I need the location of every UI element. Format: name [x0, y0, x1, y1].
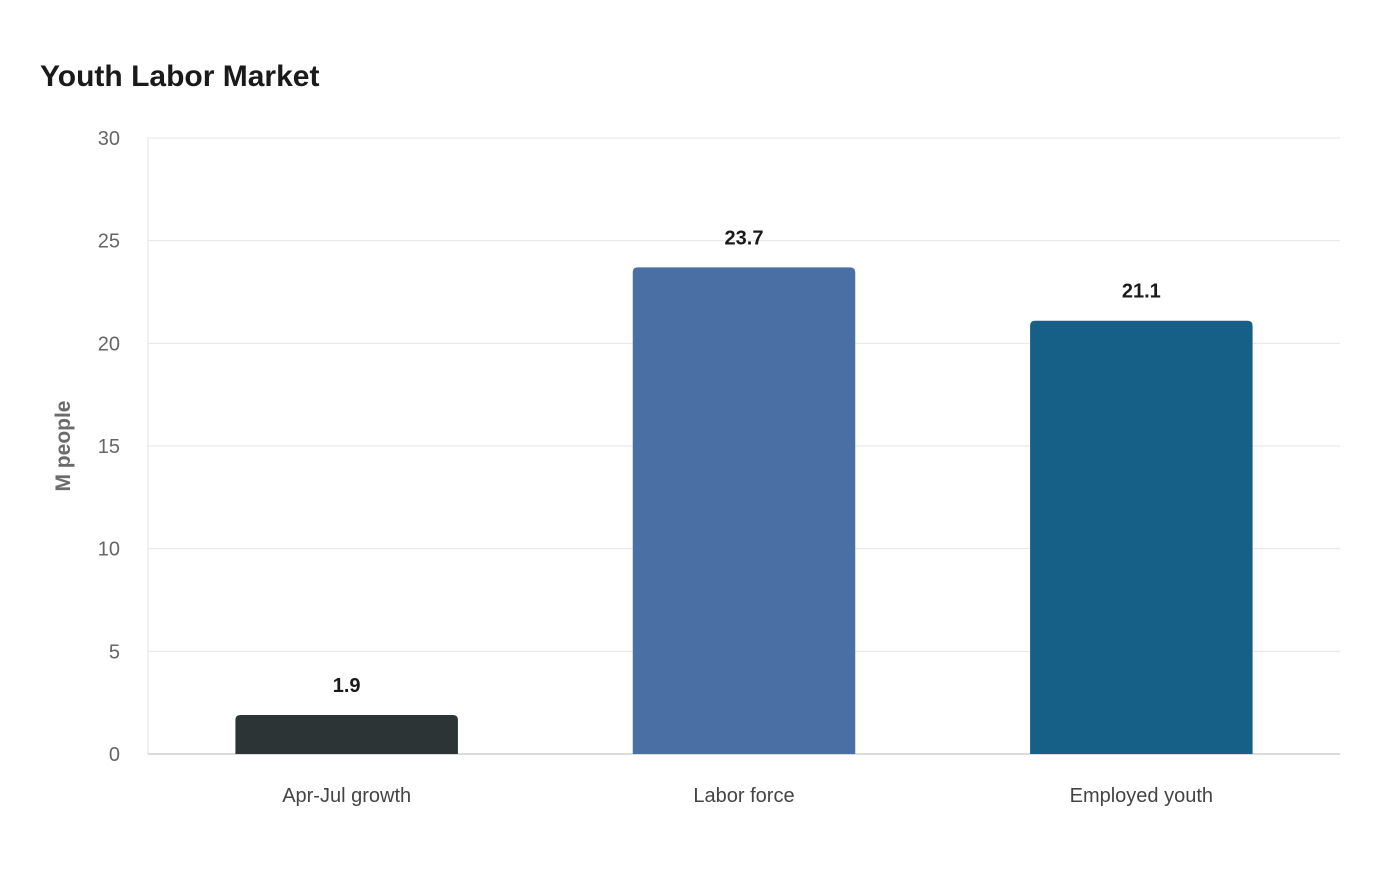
bar-value-label: 23.7 — [725, 227, 764, 249]
y-tick-label: 20 — [98, 333, 120, 355]
chart-title: Youth Labor Market — [40, 60, 320, 93]
x-category-label: Apr-Jul growth — [282, 785, 411, 807]
bar-layer — [235, 267, 1253, 754]
bar[interactable] — [1030, 320, 1253, 754]
y-tick-label: 0 — [109, 744, 120, 766]
bar[interactable] — [235, 714, 458, 754]
y-tick-label: 25 — [98, 231, 120, 253]
y-tick-label: 15 — [98, 436, 120, 458]
y-tick-label: 10 — [98, 539, 120, 561]
y-tick-label: 30 — [98, 128, 120, 150]
y-tick-label: 5 — [109, 641, 120, 663]
x-category-label: Employed youth — [1070, 785, 1213, 807]
label-layer: 0 5 10 15 20 25 30 1.9 Apr-Jul growth 23.7 Labor f… — [98, 128, 1213, 807]
x-category-label: Labor force — [693, 785, 794, 807]
y-axis-title: M people — [52, 400, 75, 491]
bar[interactable] — [632, 267, 856, 754]
bar-value-label: 1.9 — [333, 675, 361, 697]
bar-value-label: 21.1 — [1122, 281, 1161, 303]
